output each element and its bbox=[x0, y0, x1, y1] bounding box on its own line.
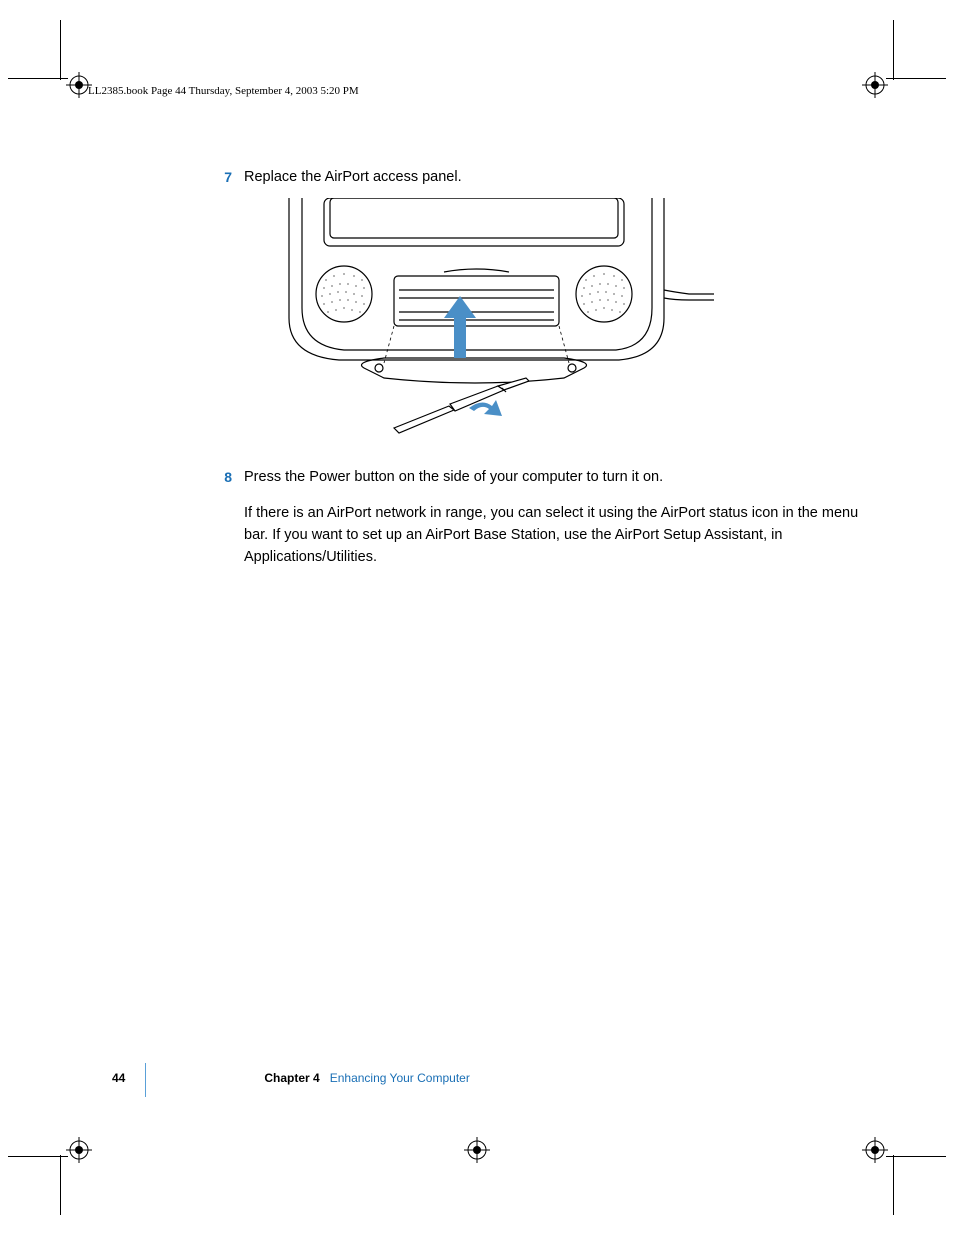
step-number: 8 bbox=[220, 466, 244, 568]
step-text: Replace the AirPort access panel. bbox=[244, 166, 462, 188]
running-header: LL2385.book Page 44 Thursday, September … bbox=[88, 85, 359, 97]
crop-rule-tr-v bbox=[893, 20, 894, 80]
crop-rule-tl-v bbox=[60, 20, 61, 80]
register-mark-tr-icon bbox=[862, 72, 888, 98]
page-number: 44 bbox=[112, 1071, 125, 1085]
register-mark-bl-icon bbox=[66, 1137, 92, 1163]
crop-rule-bl-h bbox=[8, 1156, 68, 1157]
insert-arrow-icon bbox=[444, 296, 476, 358]
crop-rule-bl-v bbox=[60, 1155, 61, 1215]
crop-rule-tr-h bbox=[886, 78, 946, 79]
airport-panel-illustration bbox=[244, 198, 714, 448]
step-8: 8 Press the Power button on the side of … bbox=[244, 466, 864, 568]
step-number: 7 bbox=[220, 166, 244, 188]
register-mark-br-icon bbox=[862, 1137, 888, 1163]
footer-rule bbox=[145, 1063, 146, 1097]
crop-rule-br-h bbox=[886, 1156, 946, 1157]
step-body: If there is an AirPort network in range,… bbox=[244, 502, 864, 568]
chapter-title: Enhancing Your Computer bbox=[330, 1071, 470, 1085]
register-mark-bc-icon bbox=[464, 1137, 490, 1163]
body-content: 7 Replace the AirPort access panel. bbox=[244, 166, 864, 578]
step-text: Press the Power button on the side of yo… bbox=[244, 466, 864, 488]
crop-rule-br-v bbox=[893, 1155, 894, 1215]
page-footer: 44 Chapter 4 Enhancing Your Computer bbox=[112, 1071, 470, 1085]
crop-rule-tl-h bbox=[8, 78, 68, 79]
step-7: 7 Replace the AirPort access panel. bbox=[244, 166, 864, 188]
chapter-label: Chapter 4 bbox=[264, 1071, 319, 1085]
